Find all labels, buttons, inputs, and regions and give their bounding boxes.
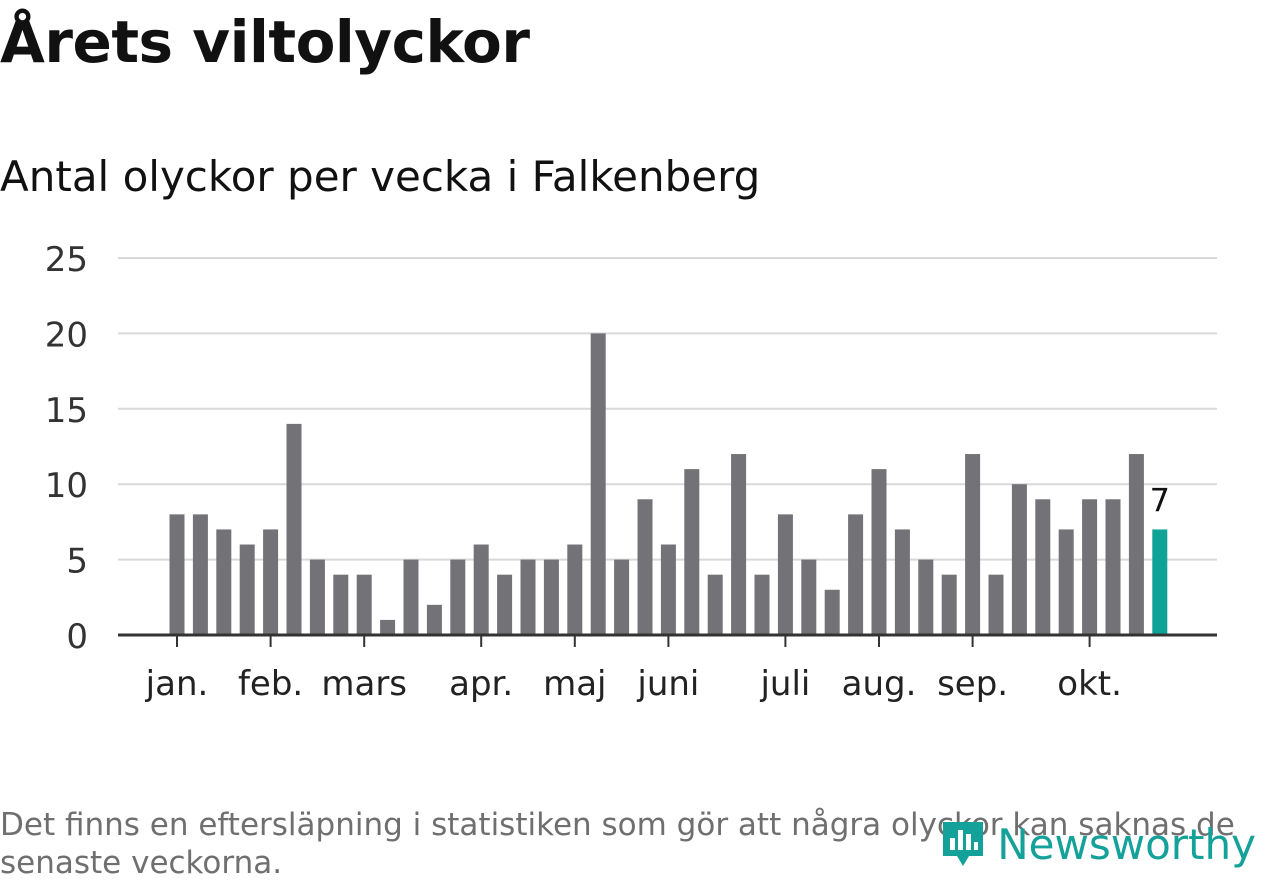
x-tick-label: mars (321, 664, 407, 704)
x-tick-label: feb. (238, 664, 303, 704)
x-tick-label: juli (759, 664, 810, 704)
bar (309, 559, 325, 635)
x-tick-label: sep. (937, 664, 1008, 704)
bar (871, 469, 887, 635)
bar (660, 544, 676, 635)
newsworthy-logo-icon (943, 822, 984, 866)
bar-highlight (1152, 529, 1168, 635)
bar (777, 514, 793, 635)
bar (824, 589, 840, 635)
bar (848, 514, 864, 635)
bar (1011, 484, 1027, 635)
bar (567, 544, 583, 635)
bar (590, 333, 606, 635)
bar (520, 559, 536, 635)
bar (801, 559, 817, 635)
x-tick-label: juni (636, 664, 699, 704)
bar (192, 514, 208, 635)
bar (543, 559, 559, 635)
x-tick-label: okt. (1057, 664, 1122, 704)
newsworthy-logo-text: Newsworthy (997, 819, 1256, 869)
bar (403, 559, 419, 635)
bar (894, 529, 910, 635)
x-tick-label: aug. (842, 664, 917, 704)
bar (333, 574, 349, 635)
bar (169, 514, 185, 635)
bar (356, 574, 372, 635)
bar (941, 574, 957, 635)
bar (216, 529, 232, 635)
bar (473, 544, 489, 635)
bar (1058, 529, 1074, 635)
chart-subtitle: Antal olyckor per vecka i Falkenberg (0, 152, 761, 201)
grid-lines (118, 257, 1217, 561)
y-tick-label: 20 (45, 315, 88, 355)
newsworthy-logo: Newsworthy (939, 818, 1256, 870)
bar (637, 499, 653, 635)
bar (426, 604, 442, 635)
bar (263, 529, 279, 635)
y-tick-label: 15 (45, 391, 88, 431)
footnote: Det finns en eftersläpning i statistiken… (0, 807, 1235, 881)
x-axis-ticks: jan. feb. mars apr. maj juni juli aug. sep. okt. (145, 635, 1122, 704)
x-tick-label: maj (543, 664, 606, 704)
bar (707, 574, 723, 635)
data-label: 7 (1150, 481, 1170, 519)
chart-title: Årets viltolyckor (0, 8, 530, 76)
y-tick-label: 5 (66, 542, 88, 582)
x-tick-label: apr. (449, 664, 513, 704)
bar (239, 544, 255, 635)
bar (614, 559, 630, 635)
bar (1105, 499, 1121, 635)
bar-chart: 0 5 10 15 20 25 7 jan. feb. mars apr. maj juni juli… (45, 240, 1217, 704)
bar (754, 574, 770, 635)
bar (380, 619, 396, 635)
bar (965, 454, 981, 635)
bar (286, 423, 302, 635)
y-tick-label: 0 (66, 617, 88, 657)
y-axis-ticks: 0 5 10 15 20 25 (45, 240, 88, 657)
y-tick-label: 25 (45, 240, 88, 280)
bars: 7 (169, 333, 1170, 635)
bar (918, 559, 934, 635)
bar (1128, 454, 1144, 635)
x-tick-label: jan. (145, 664, 209, 704)
bar (988, 574, 1004, 635)
bar (1035, 499, 1051, 635)
bar (684, 469, 700, 635)
bar (450, 559, 466, 635)
bar (1082, 499, 1098, 635)
y-tick-label: 10 (45, 466, 88, 506)
bar (731, 454, 747, 635)
bar (497, 574, 513, 635)
